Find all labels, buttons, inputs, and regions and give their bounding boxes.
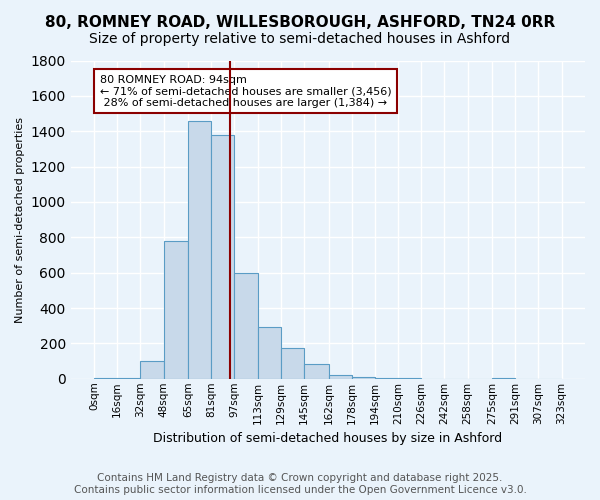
Bar xyxy=(329,375,352,379)
Bar xyxy=(304,364,329,379)
Text: 80 ROMNEY ROAD: 94sqm
← 71% of semi-detached houses are smaller (3,456)
 28% of : 80 ROMNEY ROAD: 94sqm ← 71% of semi-deta… xyxy=(100,74,391,108)
Y-axis label: Number of semi-detached properties: Number of semi-detached properties xyxy=(15,116,25,322)
Bar xyxy=(188,120,211,379)
Bar xyxy=(164,241,188,379)
Bar xyxy=(117,378,140,379)
Text: Contains HM Land Registry data © Crown copyright and database right 2025.
Contai: Contains HM Land Registry data © Crown c… xyxy=(74,474,526,495)
Text: 80, ROMNEY ROAD, WILLESBOROUGH, ASHFORD, TN24 0RR: 80, ROMNEY ROAD, WILLESBOROUGH, ASHFORD,… xyxy=(45,15,555,30)
X-axis label: Distribution of semi-detached houses by size in Ashford: Distribution of semi-detached houses by … xyxy=(153,432,502,445)
Text: Size of property relative to semi-detached houses in Ashford: Size of property relative to semi-detach… xyxy=(89,32,511,46)
Bar xyxy=(492,378,515,379)
Bar xyxy=(94,378,117,379)
Bar xyxy=(140,361,164,379)
Bar xyxy=(211,135,235,379)
Bar xyxy=(281,348,304,379)
Bar xyxy=(352,377,375,379)
Bar xyxy=(257,326,281,379)
Bar xyxy=(375,378,398,379)
Bar xyxy=(235,272,257,379)
